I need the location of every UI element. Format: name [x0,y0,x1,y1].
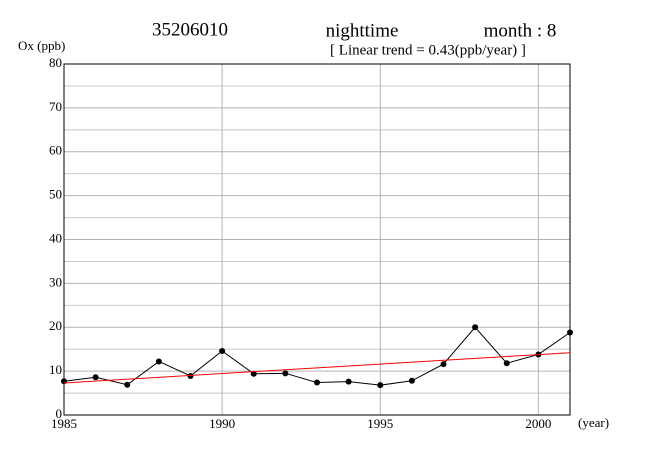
data-point [408,377,415,384]
chart-title-right: month : 8 [484,20,557,41]
y-tick-label: 50 [49,187,62,202]
series-line [63,326,571,386]
data-point [345,378,352,385]
data-point [503,360,510,367]
data-point [124,381,131,388]
y-tick-label: 0 [56,406,63,421]
data-point [187,372,194,379]
x-tick-label: 1990 [209,416,235,431]
data-point [92,374,99,381]
data-point [282,370,289,377]
plot-frame [63,63,571,416]
x-axis-label: (year) [578,415,609,430]
data-point [440,361,447,368]
y-tick-label: 80 [49,55,62,70]
data-point [314,379,320,386]
y-tick-label: 30 [49,274,62,289]
y-tick-label: 20 [49,318,62,333]
chart-subtitle: [ Linear trend = 0.43(ppb/year) ] [330,42,526,58]
chart-title: 35206010 [152,19,228,40]
chart-title-middle: nighttime [326,20,399,41]
x-tick-label: 2000 [525,416,551,431]
y-tick-label: 60 [49,143,62,158]
data-point [377,382,384,389]
y-axis-label: Ox (ppb) [18,38,65,53]
series-line [63,352,571,384]
y-tick-label: 40 [49,230,62,245]
y-tick-label: 70 [49,99,62,114]
data-point [155,358,162,365]
data-point [472,324,479,331]
x-tick-label: 1995 [367,416,393,431]
y-tick-label: 10 [49,362,62,377]
x-tick-label: 1985 [51,416,77,431]
data-point [567,329,573,336]
data-point [250,370,257,377]
data-point [219,347,226,354]
